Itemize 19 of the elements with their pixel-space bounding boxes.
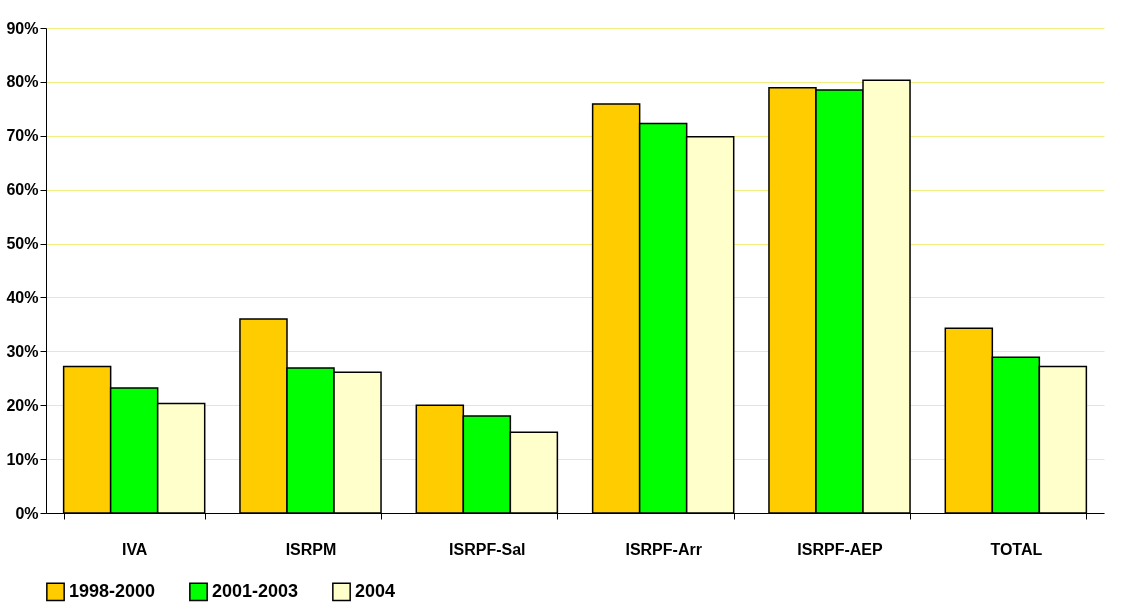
y-tick-label: 10%: [6, 450, 39, 468]
y-tick-label: 90%: [6, 19, 39, 37]
legend-label: 1998-2000: [69, 580, 156, 601]
y-tick-label: 0%: [15, 504, 39, 522]
y-tick-label: 80%: [6, 73, 39, 91]
y-tick-label: 60%: [6, 181, 39, 199]
x-tick-label: ISRPF-AEP: [797, 540, 883, 558]
y-tick-label: 40%: [6, 288, 39, 306]
x-tick-label: ISRPF-Arr: [625, 540, 702, 558]
y-tick-label: 20%: [6, 396, 39, 414]
y-tick-label: 50%: [6, 235, 39, 253]
legend-label: 2001-2003: [212, 580, 299, 601]
y-tick-label: 30%: [6, 342, 39, 360]
x-tick-label: ISRPM: [285, 540, 337, 558]
x-tick-label: IVA: [121, 540, 148, 558]
x-tick-label: ISRPF-Sal: [449, 540, 526, 558]
legend-label: 2004: [355, 580, 396, 601]
y-tick-label: 70%: [6, 127, 39, 145]
x-tick-label: TOTAL: [990, 540, 1043, 558]
